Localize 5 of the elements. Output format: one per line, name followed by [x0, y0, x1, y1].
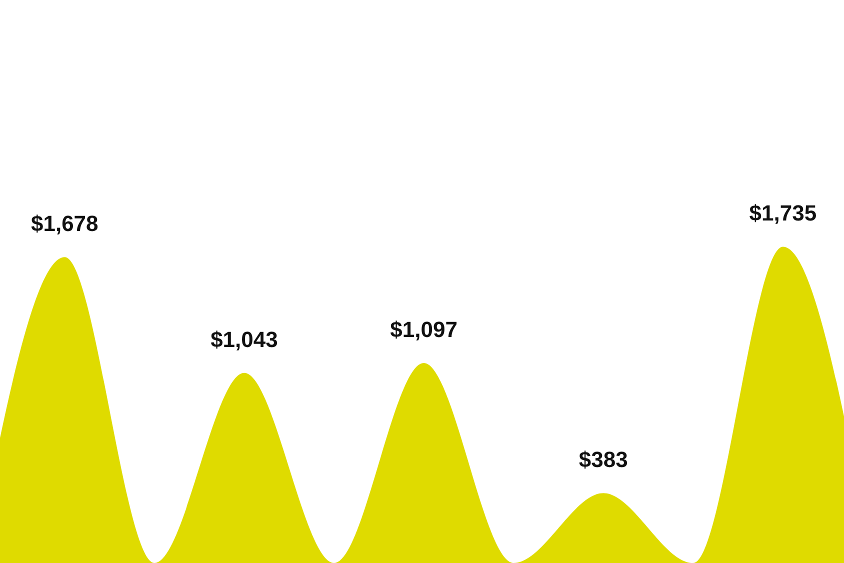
data-label: $1,678	[31, 211, 98, 236]
data-label: $1,043	[210, 326, 278, 352]
data-label: $383	[578, 447, 628, 472]
data-label: $1,097	[390, 317, 458, 342]
data-label: $1,735	[749, 200, 817, 226]
